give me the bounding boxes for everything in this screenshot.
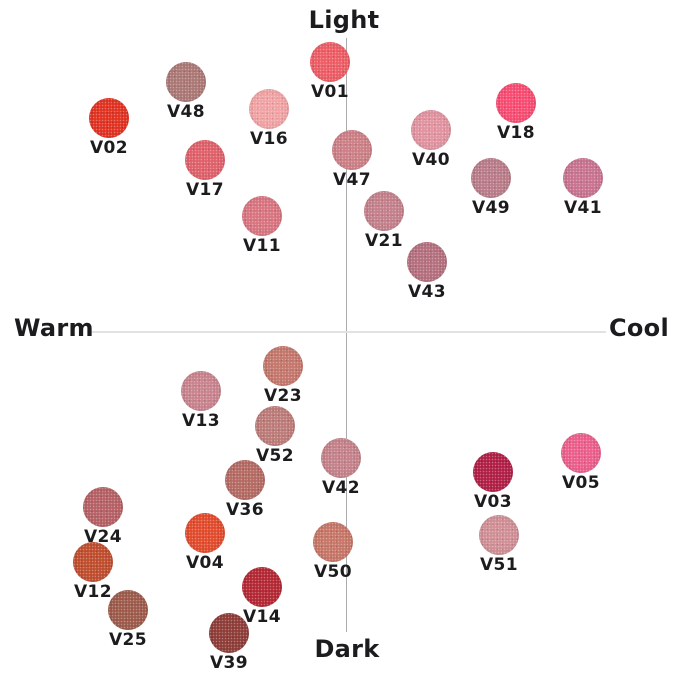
color-dot-v52: [255, 406, 295, 446]
swatch-label-v41: V41: [563, 198, 603, 218]
color-dot-v49: [471, 158, 511, 198]
swatch-v23: V23: [263, 346, 303, 405]
color-dot-v13: [181, 371, 221, 411]
swatch-v17: V17: [185, 140, 225, 199]
color-dot-v25: [108, 590, 148, 630]
swatch-v47: V47: [332, 130, 372, 189]
swatch-v51: V51: [479, 515, 519, 574]
swatch-label-v16: V16: [249, 129, 289, 149]
vertical-axis-line: [346, 38, 347, 632]
swatch-label-v03: V03: [473, 492, 513, 512]
horizontal-axis-line: [88, 331, 606, 333]
swatch-label-v47: V47: [332, 170, 372, 190]
color-dot-v11: [242, 196, 282, 236]
swatch-label-v48: V48: [166, 102, 206, 122]
swatch-label-v17: V17: [185, 180, 225, 200]
axis-label-cool: Cool: [608, 314, 669, 342]
swatch-v39: V39: [209, 613, 249, 672]
swatch-label-v14: V14: [242, 607, 282, 627]
color-dot-v48: [166, 62, 206, 102]
color-dot-v51: [479, 515, 519, 555]
swatch-label-v43: V43: [407, 282, 447, 302]
swatch-v12: V12: [73, 542, 113, 601]
color-dot-v43: [407, 242, 447, 282]
swatch-v14: V14: [242, 567, 282, 626]
swatch-v43: V43: [407, 242, 447, 301]
color-dot-v21: [364, 191, 404, 231]
swatch-v36: V36: [225, 460, 265, 519]
swatch-v48: V48: [166, 62, 206, 121]
axis-label-warm: Warm: [14, 314, 94, 342]
swatch-v03: V03: [473, 452, 513, 511]
axis-label-light: Light: [308, 6, 380, 34]
swatch-v24: V24: [83, 487, 123, 546]
swatch-label-v52: V52: [255, 446, 295, 466]
color-dot-v05: [561, 433, 601, 473]
color-dot-v39: [209, 613, 249, 653]
swatch-label-v42: V42: [321, 478, 361, 498]
swatch-label-v25: V25: [108, 630, 148, 650]
swatch-v50: V50: [313, 522, 353, 581]
swatch-label-v51: V51: [479, 555, 519, 575]
swatch-v52: V52: [255, 406, 295, 465]
swatch-label-v50: V50: [313, 562, 353, 582]
swatch-v49: V49: [471, 158, 511, 217]
color-dot-v17: [185, 140, 225, 180]
swatch-v05: V05: [561, 433, 601, 492]
axis-label-dark: Dark: [314, 635, 380, 663]
swatch-v41: V41: [563, 158, 603, 217]
color-dot-v24: [83, 487, 123, 527]
color-dot-v40: [411, 110, 451, 150]
color-dot-v18: [496, 83, 536, 123]
swatch-v11: V11: [242, 196, 282, 255]
color-dot-v16: [249, 89, 289, 129]
color-dot-v36: [225, 460, 265, 500]
swatch-label-v40: V40: [411, 150, 451, 170]
swatch-label-v18: V18: [496, 123, 536, 143]
color-dot-v47: [332, 130, 372, 170]
swatch-label-v12: V12: [73, 582, 113, 602]
swatch-label-v39: V39: [209, 653, 249, 673]
color-dot-v12: [73, 542, 113, 582]
color-dot-v14: [242, 567, 282, 607]
swatch-v21: V21: [364, 191, 404, 250]
swatch-v25: V25: [108, 590, 148, 649]
swatch-label-v36: V36: [225, 500, 265, 520]
color-dot-v42: [321, 438, 361, 478]
color-dot-v50: [313, 522, 353, 562]
swatch-label-v24: V24: [83, 527, 123, 547]
swatch-v18: V18: [496, 83, 536, 142]
swatch-v42: V42: [321, 438, 361, 497]
swatch-label-v11: V11: [242, 236, 282, 256]
color-dot-v41: [563, 158, 603, 198]
swatch-label-v13: V13: [181, 411, 221, 431]
color-dot-v23: [263, 346, 303, 386]
swatch-v13: V13: [181, 371, 221, 430]
swatch-v01: V01: [310, 42, 350, 101]
color-dot-v03: [473, 452, 513, 492]
color-dot-v01: [310, 42, 350, 82]
swatch-label-v02: V02: [89, 138, 129, 158]
color-dot-v04: [185, 513, 225, 553]
swatch-v40: V40: [411, 110, 451, 169]
swatch-v04: V04: [185, 513, 225, 572]
color-dot-v02: [89, 98, 129, 138]
swatch-label-v21: V21: [364, 231, 404, 251]
swatch-label-v49: V49: [471, 198, 511, 218]
swatch-v02: V02: [89, 98, 129, 157]
swatch-label-v04: V04: [185, 553, 225, 573]
swatch-v16: V16: [249, 89, 289, 148]
swatch-label-v23: V23: [263, 386, 303, 406]
swatch-label-v05: V05: [561, 473, 601, 493]
swatch-label-v01: V01: [310, 82, 350, 102]
